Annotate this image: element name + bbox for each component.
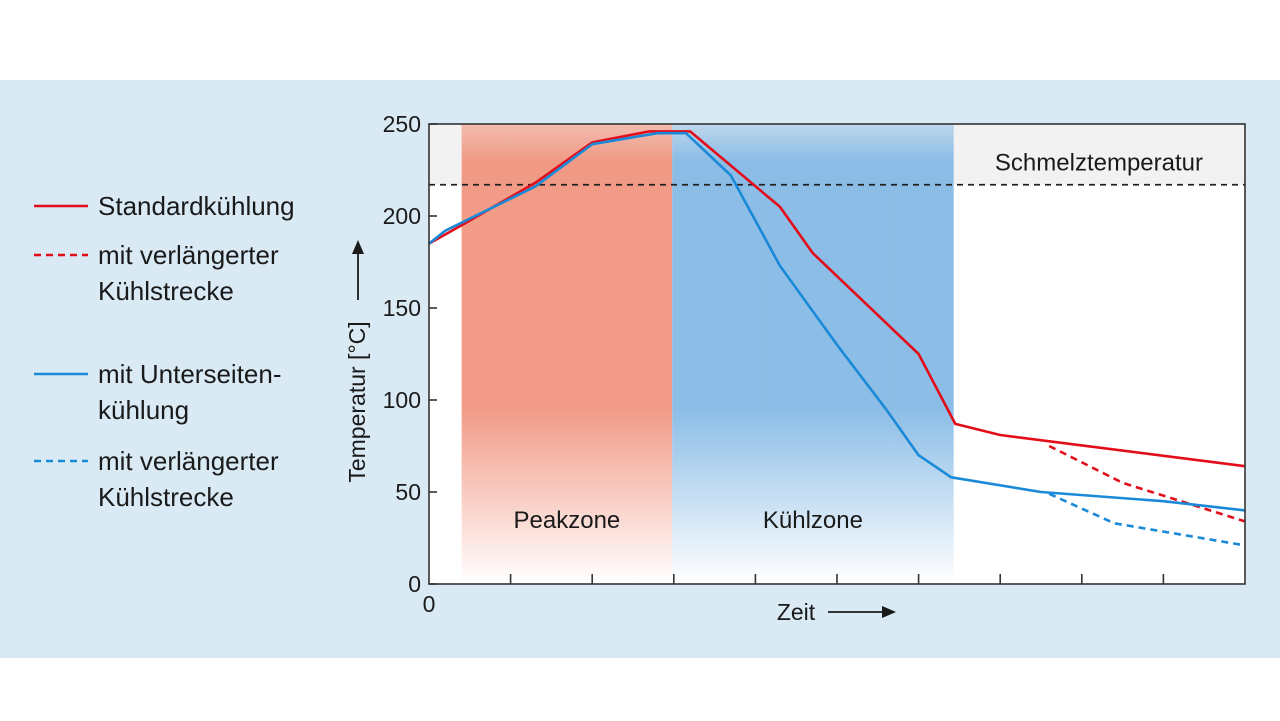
- zone-label-peak: Peakzone: [514, 507, 621, 534]
- y-axis-arrowhead: [352, 240, 364, 254]
- chart-panel: Peakzone Kühlzone Schmelztemperatur 0 50 100 1…: [0, 80, 1280, 658]
- legend-label-4: Kühlstrecke: [98, 482, 234, 512]
- x-axis-arrowhead: [882, 606, 896, 618]
- legend-label-2: Kühlstrecke: [98, 276, 234, 306]
- y-tick-label: 200: [383, 203, 421, 229]
- legend-label-4: mit verlängerter: [98, 446, 279, 476]
- temperature-chart: Peakzone Kühlzone Schmelztemperatur 0 50 100 1…: [34, 111, 1246, 625]
- series-line-2: [1048, 444, 1246, 523]
- series-line-1: [428, 130, 1246, 468]
- series-line-3: [428, 131, 1246, 512]
- y-tick-label: 150: [383, 295, 421, 321]
- legend-label-2: mit verlängerter: [98, 240, 279, 270]
- y-axis-title: Temperatur [°C]: [344, 321, 370, 482]
- zone-peak: [461, 124, 673, 584]
- x-axis-title: Zeit: [777, 599, 816, 625]
- series-line-4: [1048, 492, 1246, 547]
- legend-label-3: mit Unterseiten-: [98, 359, 282, 389]
- y-tick-label: 50: [395, 479, 421, 505]
- legend-label-3: kühlung: [98, 395, 189, 425]
- x-tick-label: 0: [423, 591, 436, 617]
- y-tick-label: 0: [408, 571, 421, 597]
- zone-cooling: [672, 124, 954, 584]
- melt-temp-label: Schmelztemperatur: [995, 150, 1203, 177]
- zone-label-cooling: Kühlzone: [763, 507, 863, 534]
- y-tick-label: 250: [383, 111, 421, 137]
- legend-label-1: Standardkühlung: [98, 191, 295, 221]
- y-tick-label: 100: [383, 387, 421, 413]
